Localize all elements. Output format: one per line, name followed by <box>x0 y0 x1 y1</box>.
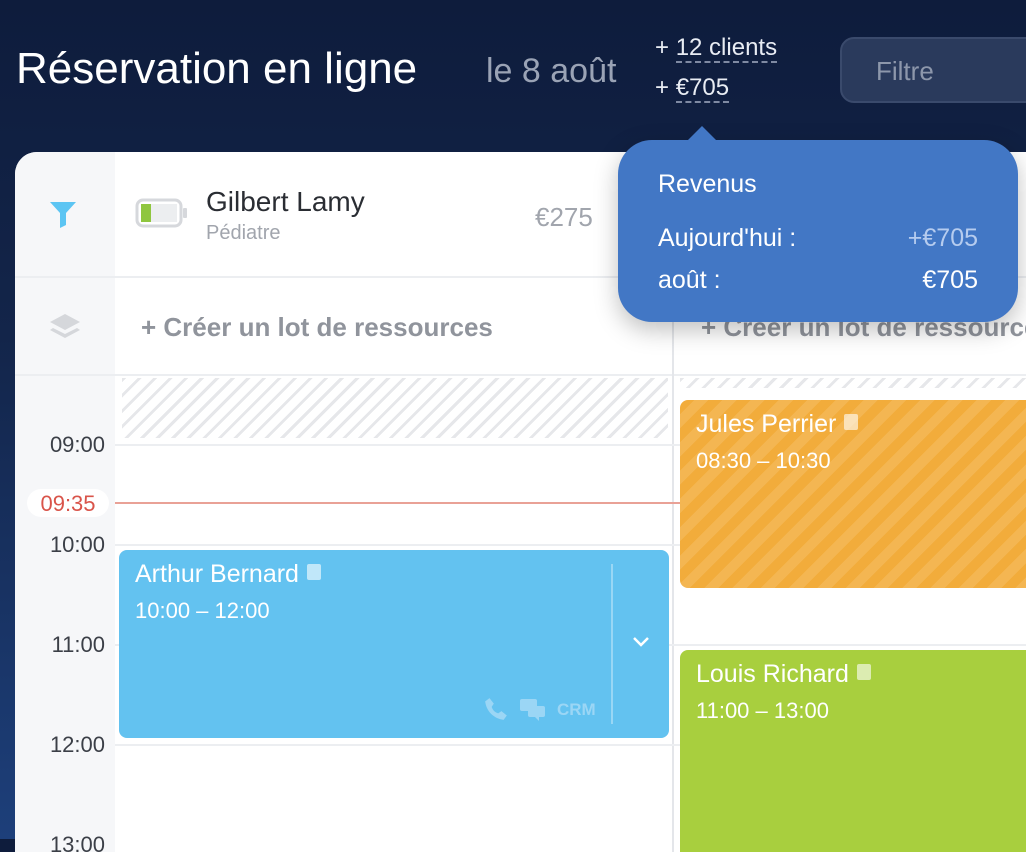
filter-icon[interactable] <box>48 198 78 235</box>
create-batch-button[interactable]: + Créer un lot de ressources <box>141 312 493 342</box>
chevron-down-icon[interactable] <box>629 630 653 654</box>
resource-name[interactable]: Gilbert Lamy <box>206 186 365 217</box>
hour-line <box>115 744 1026 746</box>
time-label: 09:00 <box>49 432 105 457</box>
revenue-amount[interactable]: €705 <box>675 74 730 103</box>
time-label: 13:00 <box>49 832 105 852</box>
unavailable-slot <box>680 378 1026 388</box>
event-time: 10:00 – 12:00 <box>135 598 270 623</box>
current-time-line <box>115 502 1026 504</box>
divider <box>15 276 1026 278</box>
tooltip-value: +€705 <box>907 224 978 252</box>
event-time: 11:00 – 13:00 <box>696 698 829 723</box>
time-label: 10:00 <box>49 532 105 557</box>
page-title: Réservation en ligne <box>16 44 418 93</box>
resource-role: Pédiatre <box>206 222 281 244</box>
tooltip-label: Aujourd'hui : <box>658 224 797 252</box>
resource-amount: €275 <box>535 202 593 232</box>
clients-count[interactable]: 12 clients <box>675 34 778 63</box>
event-louis-richard[interactable]: Louis Richard 11:00 – 13:00 <box>680 650 1026 852</box>
note-icon <box>856 664 871 680</box>
divider <box>611 564 613 724</box>
phone-icon[interactable] <box>483 696 509 727</box>
current-time-label: 09:35 <box>27 489 109 517</box>
note-icon <box>306 564 321 580</box>
filter-input[interactable]: Filtre <box>840 37 1026 103</box>
unavailable-slot <box>122 378 668 438</box>
revenue-stat[interactable]: + €705 <box>655 74 730 103</box>
hour-line <box>115 444 1026 446</box>
crm-button[interactable]: CRM <box>557 700 596 719</box>
event-name: Arthur Bernard <box>135 560 299 588</box>
revenue-tooltip: Revenus Aujourd'hui : +€705 août : €705 <box>618 126 1018 322</box>
note-icon <box>844 414 859 430</box>
tooltip-label: août : <box>658 266 721 294</box>
battery-icon <box>135 198 189 233</box>
event-jules-perrier[interactable]: Jules Perrier 08:30 – 10:30 <box>680 400 1026 588</box>
tooltip-value: €705 <box>922 266 978 294</box>
layers-icon[interactable] <box>48 312 82 347</box>
time-label: 12:00 <box>49 732 105 757</box>
time-label: 11:00 <box>51 632 105 657</box>
event-name: Louis Richard <box>696 660 849 688</box>
plus: + <box>655 34 670 61</box>
clients-stat[interactable]: + 12 clients <box>655 34 778 63</box>
event-arthur-bernard[interactable]: Arthur Bernard 10:00 – 12:00 CRM <box>119 550 669 738</box>
event-name: Jules Perrier <box>696 410 837 438</box>
page-date: le 8 août <box>486 52 617 90</box>
divider <box>15 374 1026 376</box>
event-time: 08:30 – 10:30 <box>696 448 831 473</box>
column-divider <box>672 276 674 852</box>
hour-line <box>115 544 1026 546</box>
plus: + <box>655 74 670 101</box>
tooltip-title: Revenus <box>658 170 757 198</box>
chat-icon[interactable] <box>519 698 547 727</box>
